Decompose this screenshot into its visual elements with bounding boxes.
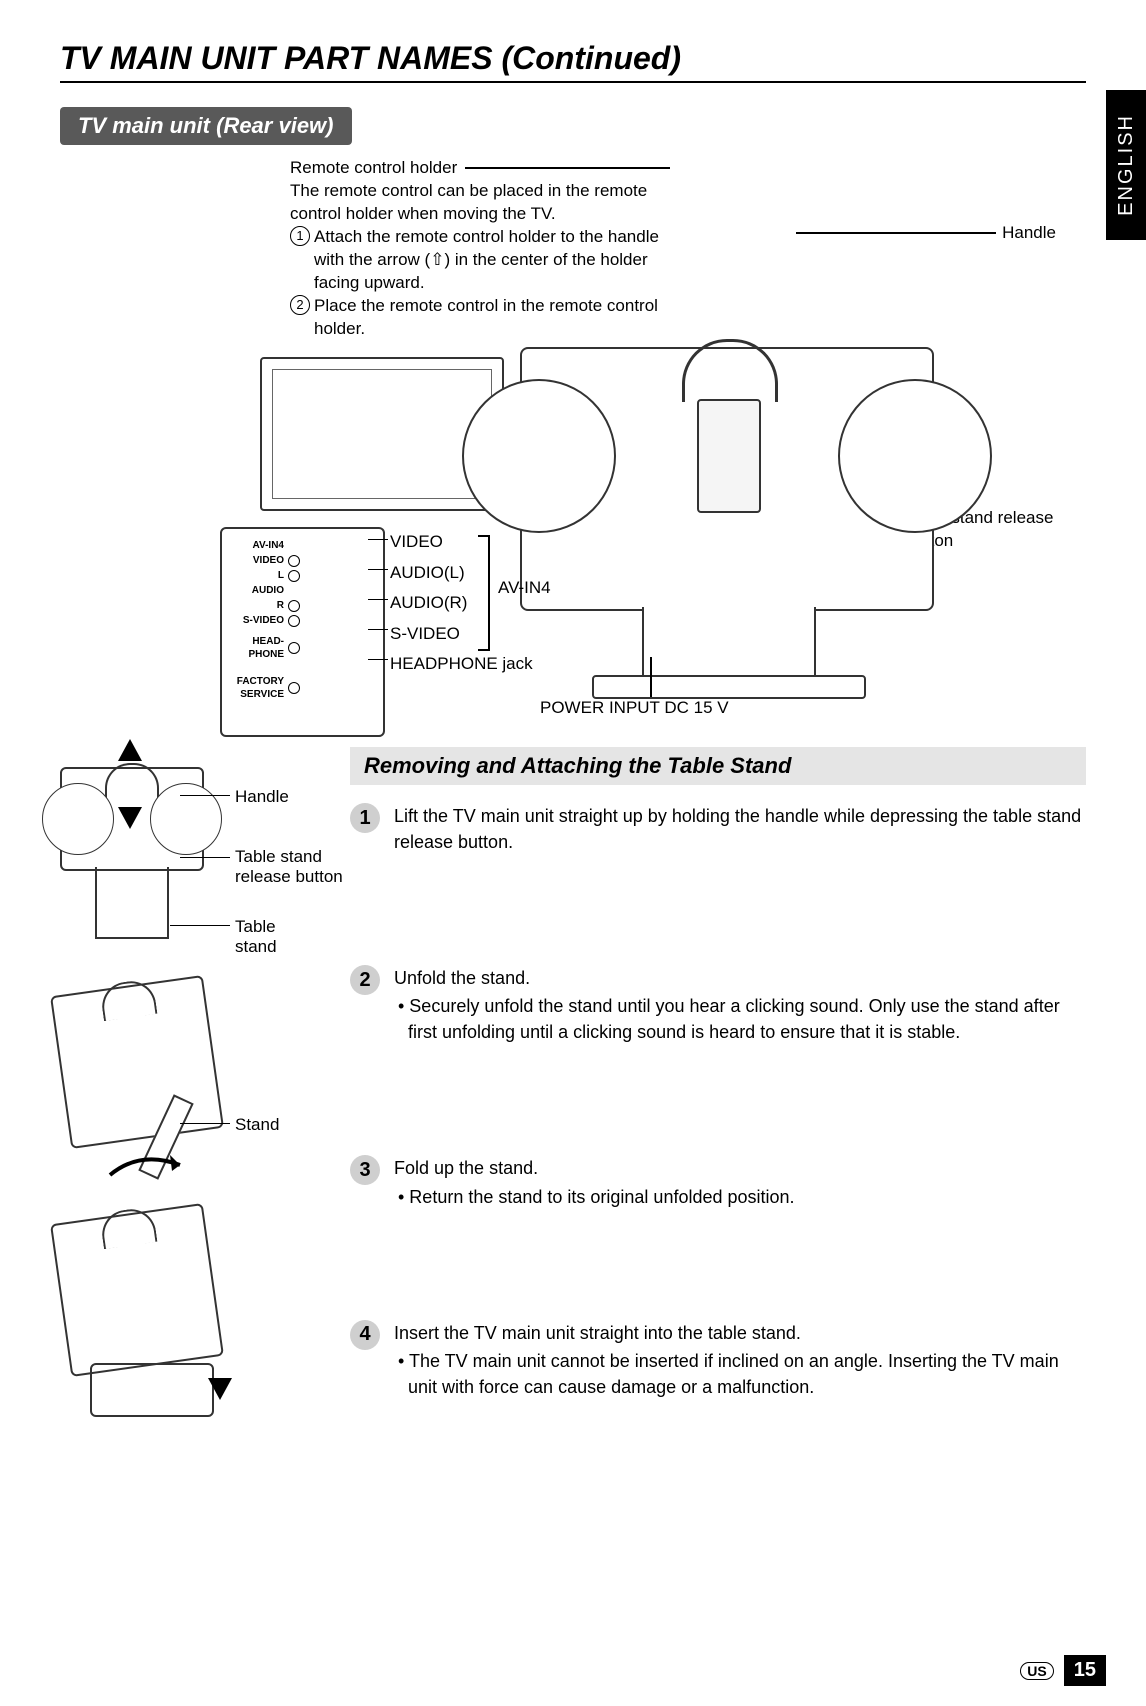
remote-holder-step1: Attach the remote control holder to the … [314,226,670,295]
step-3-number: 3 [350,1155,380,1185]
arrow-down-icon [118,807,142,829]
page-number: 15 [1064,1655,1106,1686]
panel-audio: AUDIO [230,584,284,597]
circled-1-icon: 1 [290,226,310,246]
step-1: 1 Lift the TV main unit straight up by h… [350,803,1086,855]
step-3-text: Fold up the stand. [394,1155,795,1181]
panel-avin4: AV-IN4 [230,539,284,552]
step-1-number: 1 [350,803,380,833]
av-port-panel: AV-IN4 VIDEO L AUDIO R S-VIDEO HEAD- PHO… [220,527,385,737]
label-video: VIDEO [390,527,533,558]
stand-diagrams-column: Handle Table stand release button Table … [60,747,320,1451]
panel-r: R [230,599,284,612]
diag2-stand: Stand [235,1115,279,1135]
language-tab: ENGLISH [1106,90,1146,240]
step-4: 4 Insert the TV main unit straight into … [350,1320,1086,1400]
diagram-3-tv [50,1203,224,1377]
stand-section-heading: Removing and Attaching the Table Stand [350,747,1086,785]
rear-view-diagram: Remote control holder The remote control… [60,157,1086,727]
power-input-label: POWER INPUT DC 15 V [540,697,729,720]
rotate-arrow-icon [100,1145,190,1185]
region-badge: US [1020,1662,1053,1680]
av-labels: VIDEO AUDIO(L) AUDIO(R) S-VIDEO HEADPHON… [390,527,533,680]
step-3-sub: • Return the stand to its original unfol… [394,1184,795,1210]
panel-headphone: HEAD- PHONE [230,635,284,661]
label-headphone: HEADPHONE jack [390,649,533,680]
handle-label: Handle [1002,222,1056,245]
panel-factory: FACTORY SERVICE [230,675,284,701]
step-4-sub: • The TV main unit cannot be inserted if… [394,1348,1086,1400]
section-tab-rear-view: TV main unit (Rear view) [60,107,352,145]
language-tab-label: ENGLISH [1115,114,1138,216]
step-4-text: Insert the TV main unit straight into th… [394,1320,1086,1346]
diag1-handle: Handle [235,787,289,807]
step-4-number: 4 [350,1320,380,1350]
circled-2-icon: 2 [290,295,310,315]
step-3: 3 Fold up the stand. • Return the stand … [350,1155,1086,1209]
remote-holder-step2: Place the remote control in the remote c… [314,295,670,341]
diag1-release: Table stand release button [235,847,355,887]
arrow-up-icon [118,739,142,761]
remote-holder-text: Remote control holder The remote control… [290,157,670,341]
step-1-text: Lift the TV main unit straight up by hol… [394,803,1086,855]
panel-svideo: S-VIDEO [230,614,284,627]
diagram-3-base [90,1363,214,1417]
remote-holder-heading: Remote control holder [290,157,457,180]
panel-video: VIDEO [230,554,284,567]
av-in4-group-label: AV-IN4 [498,577,551,600]
arrow-down-icon-2 [208,1378,232,1400]
panel-l: L [230,569,284,582]
remote-holder-desc: The remote control can be placed in the … [290,180,670,226]
step-2-text: Unfold the stand. [394,965,1086,991]
step-2-sub: • Securely unfold the stand until you he… [394,993,1086,1045]
label-svideo: S-VIDEO [390,619,533,650]
step-2-number: 2 [350,965,380,995]
tv-rear-illustration [520,347,934,611]
step-2: 2 Unfold the stand. • Securely unfold th… [350,965,1086,1045]
page-title: TV MAIN UNIT PART NAMES (Continued) [60,40,1086,83]
page-footer: US 15 [1020,1655,1106,1686]
diagram-1-base [95,867,169,939]
diag1-table-stand: Table stand [235,917,320,957]
